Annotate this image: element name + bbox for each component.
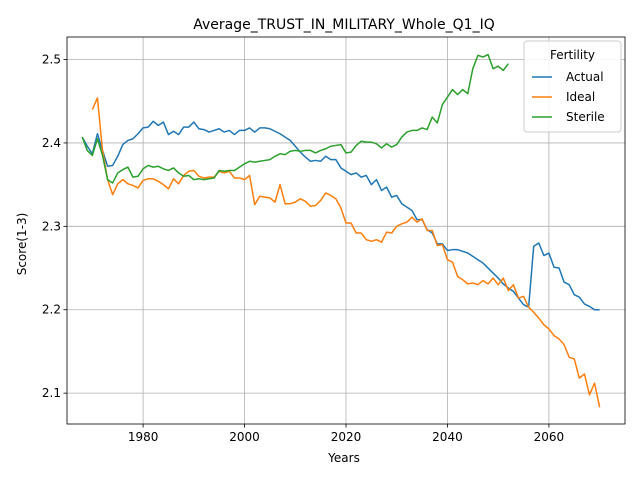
series-line-actual: [81, 120, 600, 311]
legend-label-actual: Actual: [566, 70, 604, 84]
series-lines: [81, 53, 601, 408]
series-line-ideal: [91, 97, 601, 408]
x-tick-label: 2020: [331, 430, 362, 444]
series-line-sterile: [81, 53, 509, 184]
legend: Fertility Actual Ideal Sterile: [523, 40, 622, 133]
y-tick-label: 2.5: [42, 53, 61, 67]
legend-title: Fertility: [550, 48, 595, 62]
legend-label-ideal: Ideal: [566, 90, 595, 104]
y-tick-label: 2.2: [42, 303, 61, 317]
x-tick-label: 1980: [128, 430, 159, 444]
y-tick-label: 2.4: [42, 136, 61, 150]
x-axis-title: Years: [327, 451, 360, 465]
x-tick-label: 2060: [534, 430, 565, 444]
axis-ticks: 1980 2000 2020 2040 2060 2.1 2.2 2.3 2.4 2.5: [42, 53, 564, 444]
legend-label-sterile: Sterile: [566, 110, 605, 124]
chart-title: Average_TRUST_IN_MILITARY_Whole_Q1_IQ: [193, 17, 494, 33]
y-tick-label: 2.3: [42, 219, 61, 233]
x-tick-label: 2000: [229, 430, 260, 444]
x-tick-label: 2040: [432, 430, 463, 444]
legend-items: Actual Ideal Sterile: [532, 70, 605, 124]
y-tick-label: 2.1: [42, 386, 61, 400]
y-axis-title: Score(1-3): [15, 213, 29, 276]
legend-frame: [523, 40, 622, 133]
